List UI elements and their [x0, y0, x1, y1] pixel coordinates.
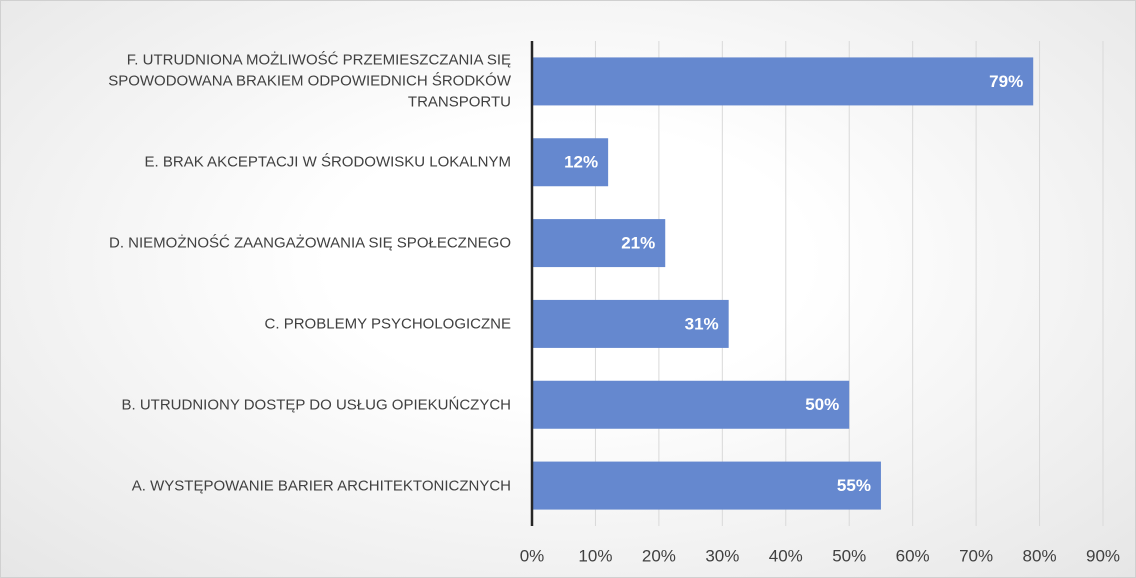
- x-tick-label: 10%: [578, 546, 612, 565]
- x-tick-label: 20%: [642, 546, 676, 565]
- bar: [532, 57, 1034, 106]
- x-tick-label: 30%: [705, 546, 739, 565]
- y-tick-label: B. UTRUDNIONY DOSTĘP DO USŁUG OPIEKUŃCZY…: [121, 396, 511, 414]
- y-tick-label: A. WYSTĘPOWANIE BARIER ARCHITEKTONICZNYC…: [131, 477, 511, 495]
- y-tick-label: C. PROBLEMY PSYCHOLOGICZNE: [264, 315, 511, 333]
- data-label: 31%: [685, 314, 719, 333]
- x-tick-label: 50%: [832, 546, 866, 565]
- x-tick-label: 0%: [520, 546, 545, 565]
- data-label: 79%: [989, 72, 1023, 91]
- x-tick-label: 90%: [1086, 546, 1120, 565]
- bar: [532, 138, 609, 187]
- data-label: 21%: [621, 234, 655, 253]
- y-tick-label: E. BRAK AKCEPTACJI W ŚRODOWISKU LOKALNYM: [144, 153, 511, 171]
- data-label: 12%: [564, 153, 598, 172]
- bar: [532, 219, 666, 268]
- x-tick-label: 40%: [769, 546, 803, 565]
- bar: [532, 299, 729, 348]
- x-tick-label: 80%: [1023, 546, 1057, 565]
- y-tick-label: D. NIEMOŻNOŚĆ ZAANGAŻOWANIA SIĘ SPOŁECZN…: [109, 234, 511, 252]
- y-tick-label: F. UTRUDNIONA MOŻLIWOŚĆ PRZEMIESZCZANIA …: [108, 51, 511, 111]
- bar: [532, 380, 850, 429]
- bar: [532, 461, 881, 510]
- x-tick-label: 70%: [959, 546, 993, 565]
- data-label: 50%: [805, 395, 839, 414]
- data-label: 55%: [837, 476, 871, 495]
- x-tick-label: 60%: [896, 546, 930, 565]
